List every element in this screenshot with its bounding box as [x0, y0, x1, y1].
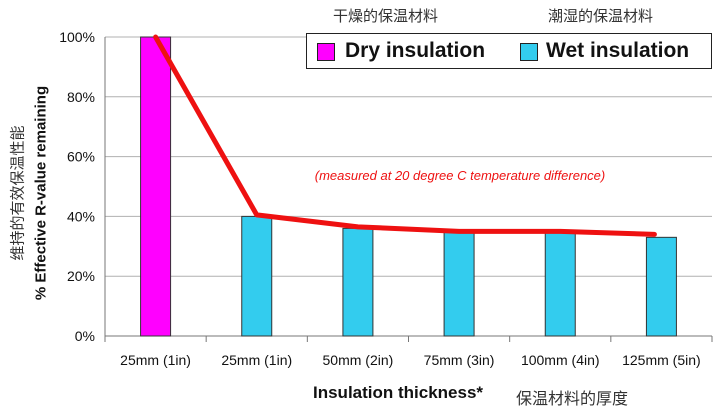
- x-tick-label: 50mm (2in): [323, 352, 394, 368]
- dry-cn-caption: 干燥的保温材料: [333, 7, 439, 25]
- y-tick-label: 0%: [75, 328, 95, 344]
- y-tick-label: 100%: [59, 29, 95, 45]
- y-tick-label: 20%: [67, 268, 95, 284]
- annotation-note: (measured at 20 degree C temperature dif…: [315, 168, 606, 183]
- x-axis-title-cn: 保温材料的厚度: [516, 389, 629, 408]
- x-tick-label: 25mm (1in): [221, 352, 292, 368]
- legend-wet-swatch: [520, 43, 538, 61]
- y-axis-title-cn: 维持的有效保温性能: [8, 125, 27, 261]
- y-axis-title: % Effective R-value remaining: [32, 85, 50, 301]
- y-tick-label: 40%: [67, 208, 95, 224]
- wet-cn-caption: 潮湿的保温材料: [548, 7, 654, 25]
- x-axis-title: Insulation thickness*: [313, 383, 484, 402]
- legend-wet-label: Wet insulation: [546, 39, 690, 62]
- bar-dry: [140, 36, 172, 337]
- trend-line: [153, 34, 657, 237]
- bar-wet: [645, 236, 677, 337]
- x-tick-label: 25mm (1in): [120, 352, 191, 368]
- y-tick-label: 60%: [67, 149, 95, 165]
- bar-wet: [544, 230, 576, 337]
- legend: Dry insulation Wet insulation: [306, 33, 712, 69]
- legend-dry-swatch: [317, 43, 335, 61]
- bar-wet: [443, 230, 475, 337]
- x-tick-label: 125mm (5in): [622, 352, 701, 368]
- y-tick-label: 80%: [67, 89, 95, 105]
- x-tick-label: 100mm (4in): [521, 352, 600, 368]
- bar-wet: [241, 215, 273, 337]
- x-tick-label: 75mm (3in): [424, 352, 495, 368]
- legend-dry-label: Dry insulation: [345, 39, 486, 62]
- bar-wet: [342, 227, 374, 337]
